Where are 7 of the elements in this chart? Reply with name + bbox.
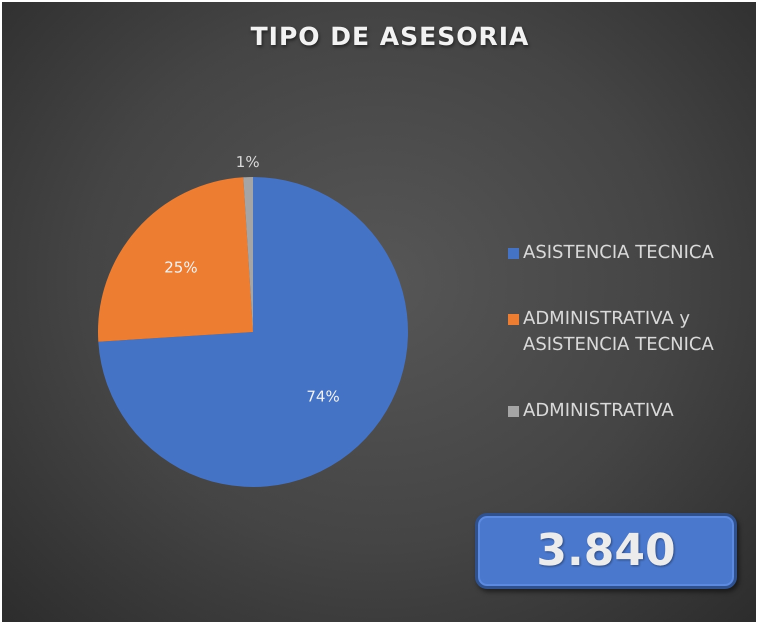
- data-label: 1%: [236, 152, 260, 171]
- chart-title: TIPO DE ASESORIA: [250, 22, 530, 51]
- data-label: 25%: [164, 258, 198, 276]
- legend-label: ADMINISTRATIVA: [523, 399, 674, 423]
- legend-label: ASISTENCIA TECNICA: [523, 241, 714, 265]
- legend-label: ADMINISTRATIVA y ASISTENCIA TECNICA: [523, 307, 715, 357]
- data-label: 74%: [306, 388, 340, 406]
